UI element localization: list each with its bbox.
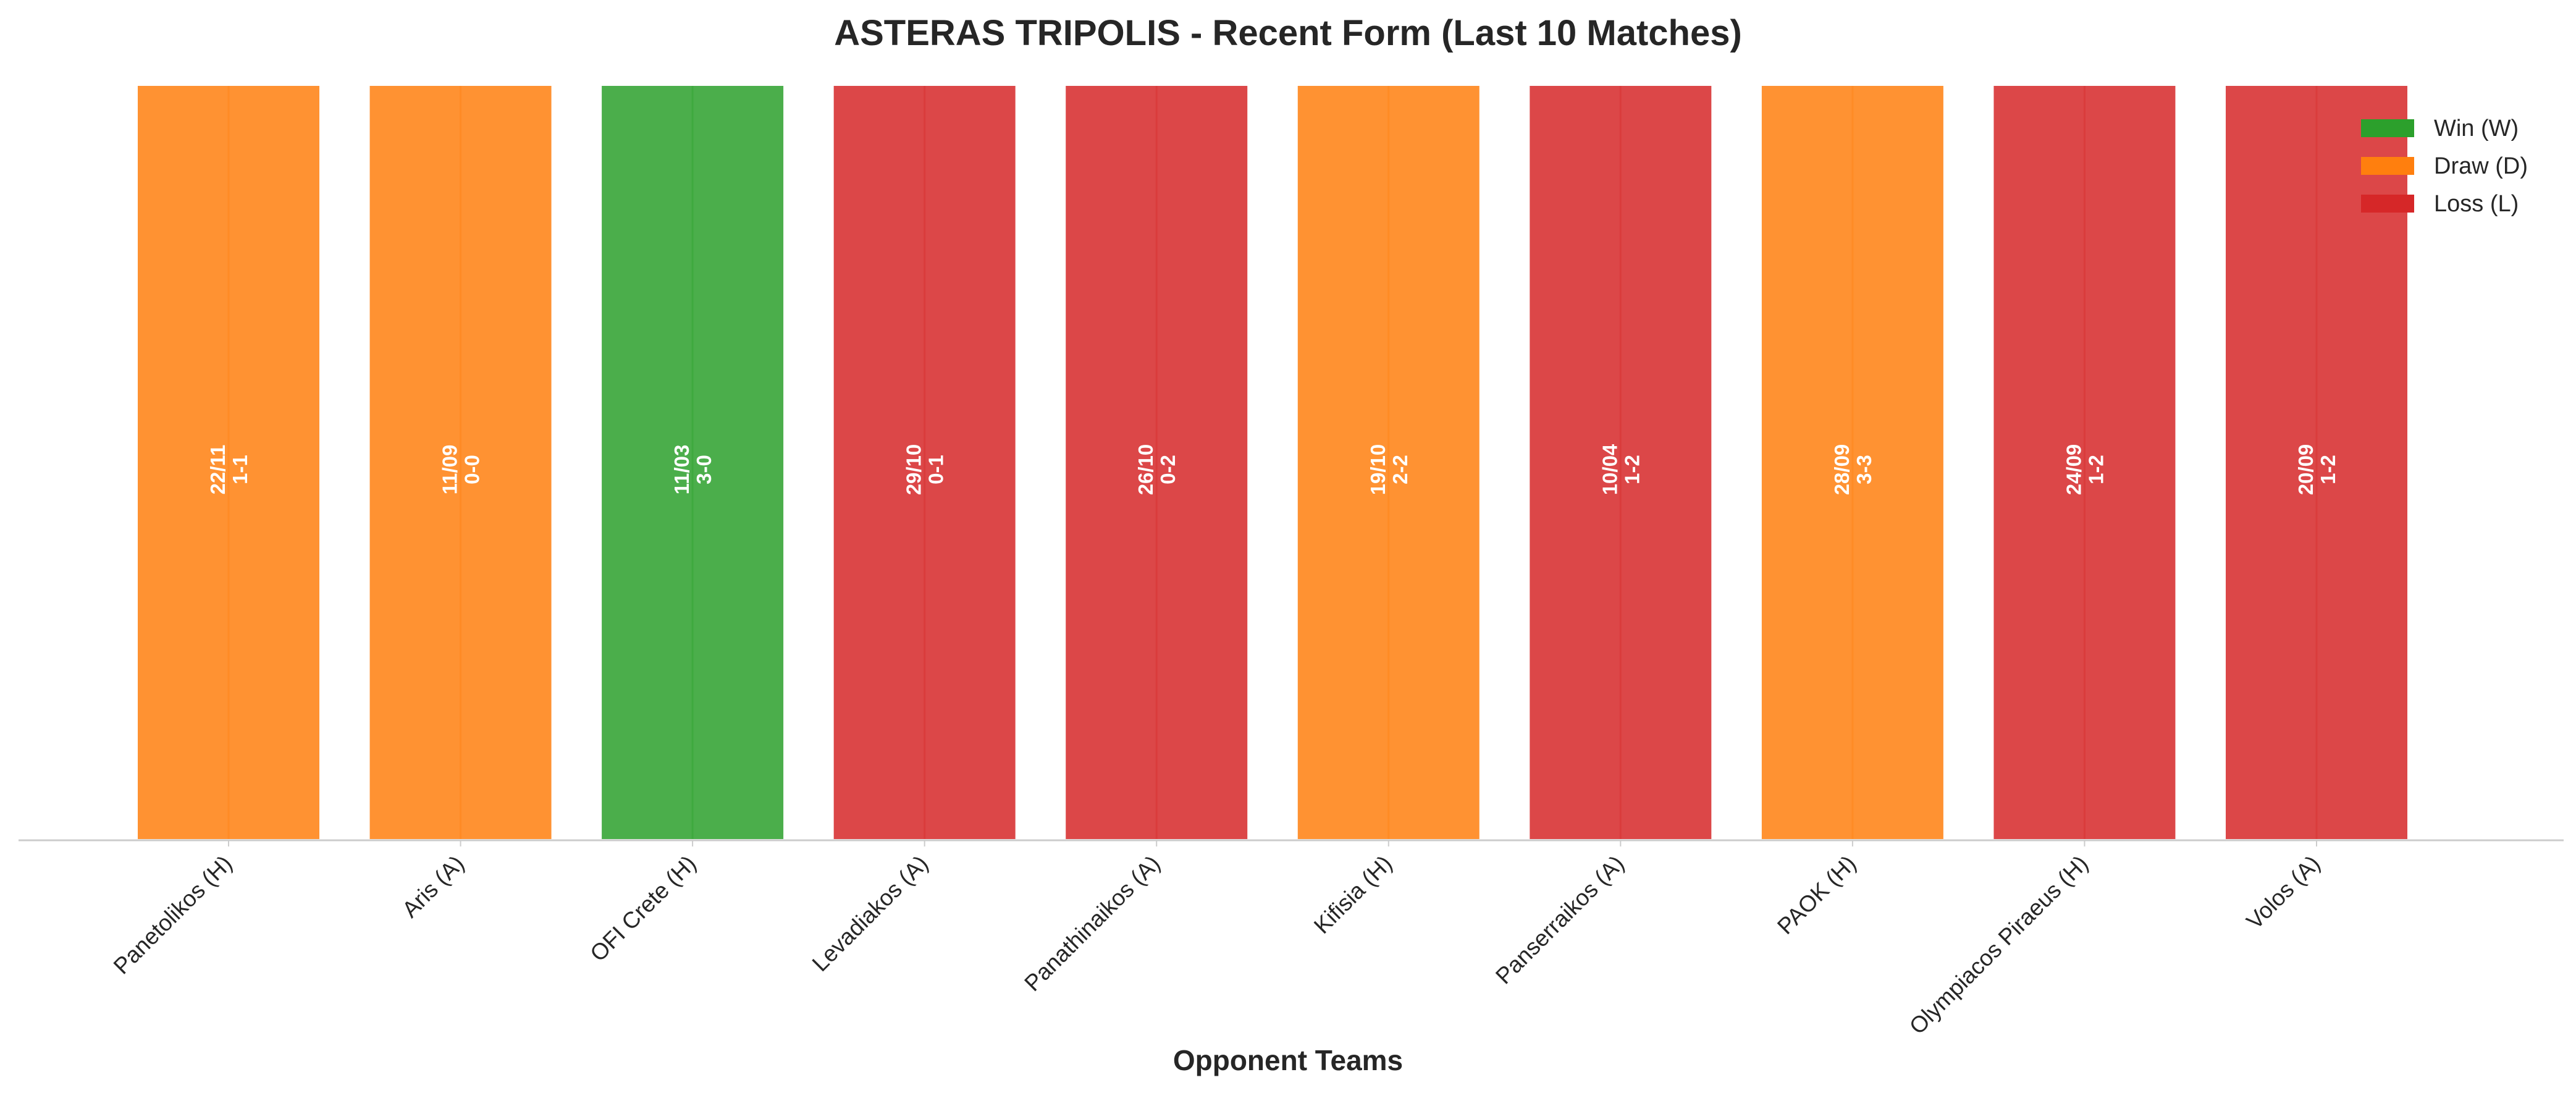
bar-3 <box>831 83 1018 842</box>
bar-5 <box>1295 83 1482 842</box>
bar-date: 24/09 <box>2062 444 2085 496</box>
bar-score: 0-0 <box>461 455 484 484</box>
bar-label-3: 29/100-1 <box>903 444 948 496</box>
bar-score: 0-1 <box>925 455 948 484</box>
bar-score: 3-0 <box>692 455 715 484</box>
bar-label-1: 11/090-0 <box>439 445 484 495</box>
bars-layer: 22/111-1 11/090-0 11/033-0 29/100-1 26/100-2… <box>135 83 2410 842</box>
x-tick-label-4: Panathinaikos (A) <box>1019 851 1164 996</box>
bar-label-7: 28/093-3 <box>1830 444 1875 496</box>
x-tick-label-7: PAOK (H) <box>1772 851 1861 939</box>
legend-swatch-W <box>2361 119 2414 137</box>
bar-label-8: 24/091-2 <box>2062 444 2107 496</box>
bar-date: 26/10 <box>1134 444 1157 496</box>
legend-swatch-D <box>2361 157 2414 175</box>
bar-date: 10/04 <box>1598 444 1621 495</box>
chart-title: ASTERAS TRIPOLIS - Recent Form (Last 10 … <box>834 13 1742 53</box>
legend-label-L: Loss (L) <box>2434 191 2519 217</box>
bar-date: 28/09 <box>1830 444 1853 496</box>
bar-score: 0-2 <box>1156 455 1179 484</box>
x-axis-label: Opponent Teams <box>1173 1044 1403 1076</box>
bar-label-0: 22/111-1 <box>206 445 251 495</box>
legend-label-W: Win (W) <box>2434 116 2519 141</box>
x-tick-label-1: Aris (A) <box>397 851 469 922</box>
bar-label-4: 26/100-2 <box>1134 444 1179 496</box>
bar-0 <box>135 83 322 842</box>
bar-score: 3-3 <box>1853 455 1875 484</box>
bar-label-5: 19/102-2 <box>1366 444 1412 496</box>
bar-6 <box>1527 83 1714 842</box>
bar-score: 1-1 <box>229 455 251 484</box>
x-tick-label-5: Kifisia (H) <box>1309 851 1397 939</box>
bar-score: 1-2 <box>2084 455 2107 484</box>
bar-score: 1-2 <box>1620 455 1643 484</box>
bar-label-9: 20/091-2 <box>2294 444 2339 496</box>
tick-labels: Panetolikos (H) Aris (A) OFI Crete (H) Leva… <box>109 840 2325 1039</box>
bar-date: 19/10 <box>1366 444 1389 496</box>
x-tick-label-8: Olympiacos Piraeus (H) <box>1905 851 2093 1039</box>
bar-date: 29/10 <box>903 444 925 496</box>
bar-4 <box>1063 83 1250 842</box>
bar-label-6: 10/041-2 <box>1598 444 1643 495</box>
legend: Win (W) Draw (D) Loss (L) <box>2361 116 2528 217</box>
bar-score: 2-2 <box>1389 455 1412 484</box>
bar-date: 11/09 <box>439 445 461 495</box>
bar-date: 20/09 <box>2294 444 2317 496</box>
x-tick-label-6: Panserraikos (A) <box>1491 851 1629 989</box>
x-tick-label-0: Panetolikos (H) <box>109 851 237 979</box>
legend-label-D: Draw (D) <box>2434 153 2528 179</box>
bar-date: 11/03 <box>670 445 693 495</box>
bar-date: 22/11 <box>206 445 229 495</box>
x-tick-label-9: Volos (A) <box>2242 851 2325 934</box>
bar-2 <box>599 83 786 842</box>
x-tick-label-2: OFI Crete (H) <box>585 851 701 966</box>
bar-score: 1-2 <box>2317 455 2339 484</box>
x-tick-label-3: Levadiakos (A) <box>807 851 933 977</box>
bar-1 <box>367 83 554 842</box>
bar-label-2: 11/033-0 <box>670 445 715 495</box>
legend-swatch-L <box>2361 195 2414 213</box>
